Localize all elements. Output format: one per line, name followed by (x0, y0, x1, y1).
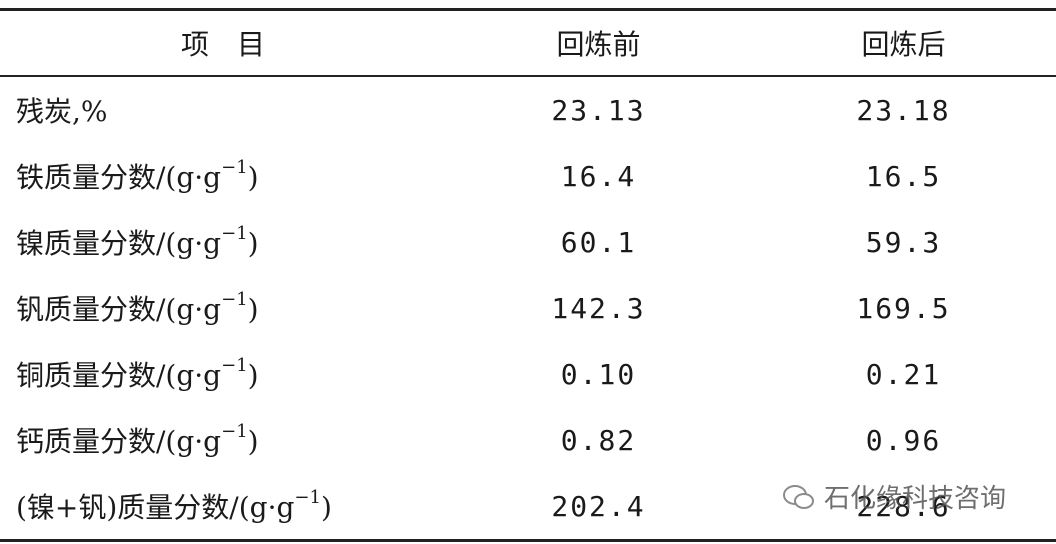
label-text: (镍+钒)质量分数/(g·g (16, 491, 295, 524)
label-superscript: −1 (221, 421, 248, 442)
label-close: ) (247, 293, 259, 326)
table-row: 钒质量分数/(g·g−1) 142.3 169.5 (0, 275, 1056, 341)
header-row: 项 目 回炼前 回炼后 (0, 9, 1056, 77)
label-text: 钙质量分数/(g·g (16, 425, 222, 458)
table-row: 铜质量分数/(g·g−1) 0.10 0.21 (0, 341, 1056, 407)
row-label: 铁质量分数/(g·g−1) (0, 143, 446, 209)
row-label: 钙质量分数/(g·g−1) (0, 407, 446, 473)
table-row: 铁质量分数/(g·g−1) 16.4 16.5 (0, 143, 1056, 209)
label-text: 铜质量分数/(g·g (16, 359, 222, 392)
value-cell: 228.6 (856, 489, 951, 523)
value-cell: 16.4 (560, 159, 637, 193)
label-text: 镍质量分数/(g·g (16, 227, 222, 260)
label-superscript: −1 (221, 223, 248, 244)
header-cell: 回炼前 (446, 9, 751, 77)
table-row: (镍+钒)质量分数/(g·g−1) 202.4 228.6 (0, 473, 1056, 541)
label-close: ) (247, 359, 259, 392)
label-superscript: −1 (294, 487, 321, 508)
value-cell: 23.18 (856, 93, 951, 127)
row-label: 残炭,% (0, 76, 446, 143)
label-close: ) (247, 227, 259, 260)
watermark-text: 石化缘科技咨询 (824, 484, 1007, 514)
value-cell: 142.3 (551, 291, 646, 325)
header-cell: 项 目 (0, 9, 446, 77)
row-label: 铜质量分数/(g·g−1) (0, 341, 446, 407)
value-cell: 202.4 (551, 489, 646, 523)
label-text: 铁质量分数/(g·g (16, 161, 222, 194)
value-cell: 0.96 (865, 423, 942, 457)
value-cell: 0.10 (560, 357, 637, 391)
row-label: (镍+钒)质量分数/(g·g−1) (0, 473, 446, 541)
value-cell: 16.5 (865, 159, 942, 193)
value-cell: 60.1 (560, 225, 637, 259)
label-close: ) (247, 161, 259, 194)
header-cell: 回炼后 (751, 9, 1056, 77)
label-text: 残炭,% (16, 95, 108, 128)
value-cell: 169.5 (856, 291, 951, 325)
table-body: 残炭,% 23.13 23.18 铁质量分数/(g·g−1) 16.4 16.5 镍质量分数… (0, 76, 1056, 541)
label-superscript: −1 (221, 157, 248, 178)
data-table: 项 目 回炼前 回炼后 残炭,% 23.13 23.18 铁质量分数/(g·g−1) 1… (0, 8, 1056, 542)
table-row: 镍质量分数/(g·g−1) 60.1 59.3 (0, 209, 1056, 275)
row-label: 镍质量分数/(g·g−1) (0, 209, 446, 275)
watermark: 石化缘科技咨询 (782, 478, 1006, 515)
label-superscript: −1 (221, 289, 248, 310)
wechat-icon (783, 484, 814, 509)
table-row: 钙质量分数/(g·g−1) 0.82 0.96 (0, 407, 1056, 473)
label-superscript: −1 (221, 355, 248, 376)
label-close: ) (247, 425, 259, 458)
value-cell: 0.21 (865, 357, 942, 391)
table-row: 残炭,% 23.13 23.18 (0, 76, 1056, 143)
label-close: ) (320, 491, 332, 524)
value-cell: 23.13 (551, 93, 646, 127)
row-label: 钒质量分数/(g·g−1) (0, 275, 446, 341)
value-cell: 0.82 (560, 423, 637, 457)
label-text: 钒质量分数/(g·g (16, 293, 222, 326)
value-cell: 59.3 (865, 225, 942, 259)
